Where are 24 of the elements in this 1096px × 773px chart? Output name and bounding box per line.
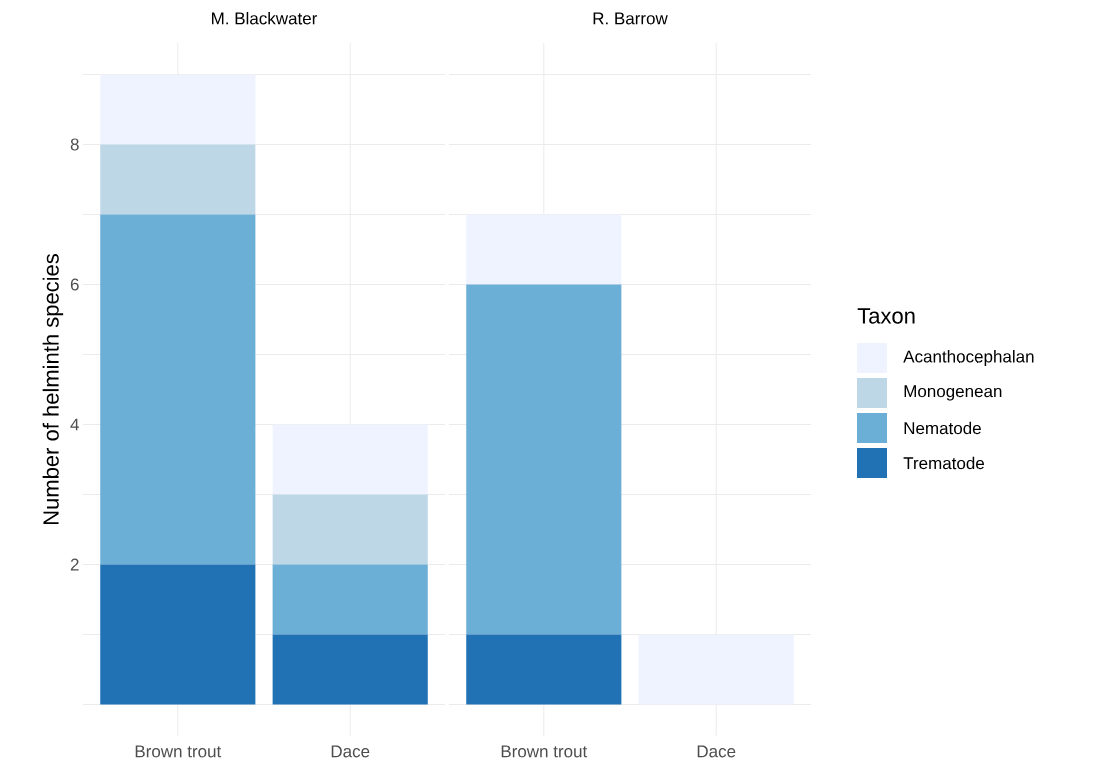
y-tick-label: 6 <box>70 278 79 291</box>
bar <box>100 214 256 565</box>
x-tick-label: Brown trout <box>135 745 222 758</box>
y-tick-label: 4 <box>70 418 79 431</box>
legend-title: Taxon <box>857 308 915 324</box>
bar <box>100 564 256 705</box>
bar <box>272 494 428 565</box>
legend-label: Monogenean <box>904 385 1002 401</box>
chart-title: M. Blackwater <box>212 11 318 25</box>
x-tick-label: Dace <box>697 745 736 758</box>
legend-label: Acanthocephalan <box>903 350 1034 366</box>
y-axis-title: Number of helminth species <box>42 254 64 525</box>
y-tick-label: 8 <box>70 138 79 151</box>
bar <box>272 424 428 495</box>
x-tick-label: Brown trout <box>501 745 588 758</box>
bar <box>272 564 428 635</box>
chart-title: R. Barrow <box>593 12 668 25</box>
y-tick-label: 2 <box>70 558 79 571</box>
bar <box>100 144 256 215</box>
bar <box>100 74 256 145</box>
x-tick-label: Dace <box>331 745 370 758</box>
bar <box>272 634 428 705</box>
legend-label: Nematode <box>904 421 981 435</box>
legend-label: Trematode <box>903 456 985 470</box>
